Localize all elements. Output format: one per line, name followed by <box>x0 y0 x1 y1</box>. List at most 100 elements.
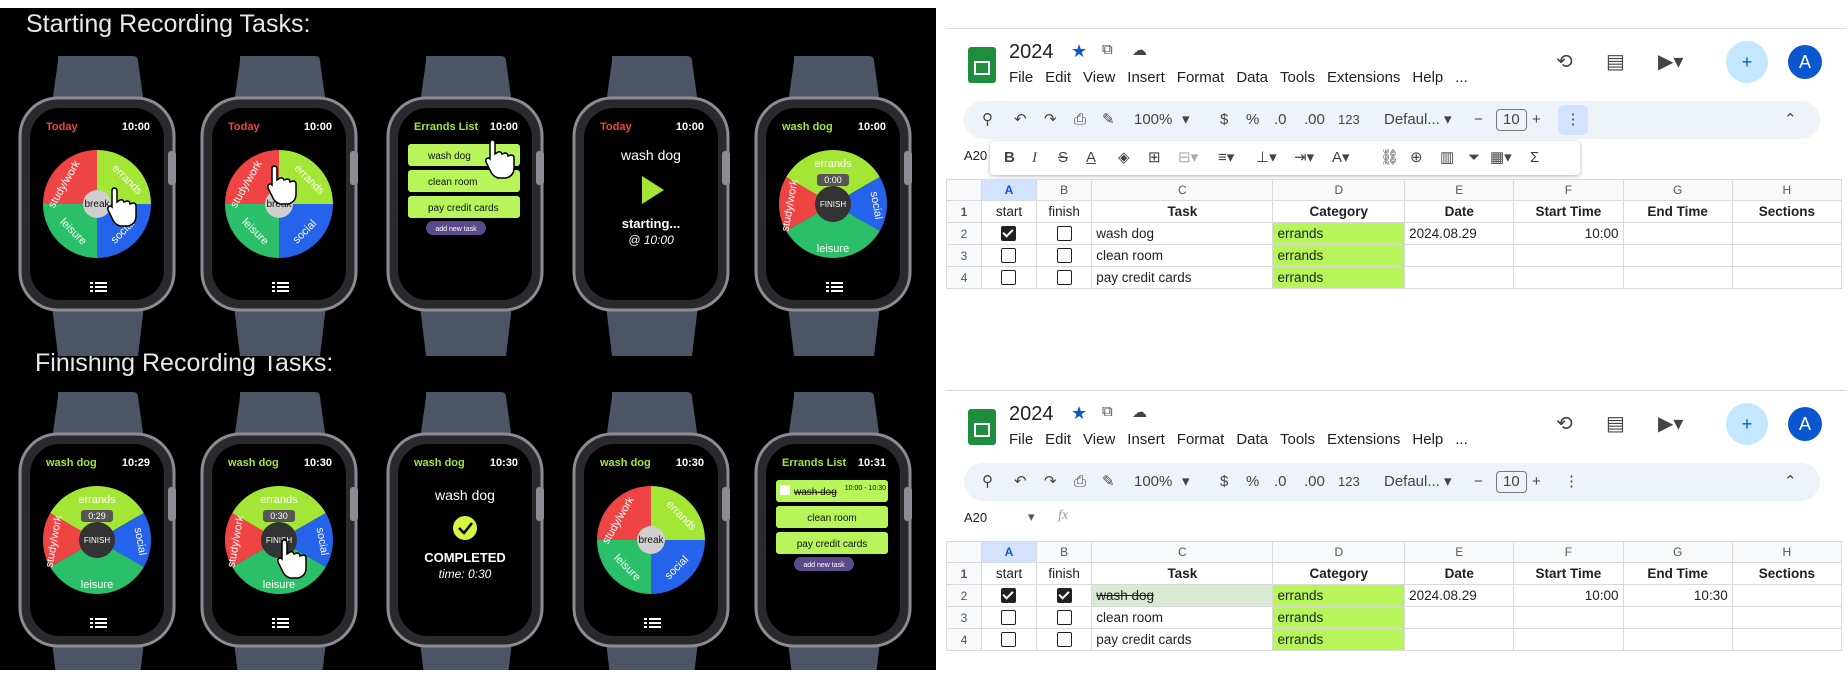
column-header-b[interactable]: B <box>1036 179 1093 201</box>
table-icon[interactable]: ▦▾ <box>1490 149 1512 166</box>
menu-item-extensions[interactable]: Extensions <box>1327 431 1401 448</box>
text-color-icon[interactable]: A <box>1086 149 1097 166</box>
column-header-c[interactable]: C <box>1091 541 1274 563</box>
font-select[interactable]: Defaul... <box>1384 473 1440 490</box>
comments-icon[interactable]: ▤ <box>1606 51 1625 73</box>
header-cell[interactable]: Sections <box>1731 562 1843 585</box>
strikethrough-icon[interactable]: S <box>1058 149 1069 166</box>
corner-cell[interactable] <box>946 179 982 201</box>
start-checkbox[interactable] <box>1001 248 1017 264</box>
category-slice[interactable] <box>786 204 880 258</box>
chevron-down-icon[interactable]: ▾ <box>1028 509 1035 524</box>
menu-item-extensions[interactable]: Extensions <box>1327 69 1401 86</box>
zoom-select[interactable]: 100% <box>1134 473 1173 490</box>
finish-button[interactable] <box>79 522 115 558</box>
redo-icon[interactable]: ↷ <box>1044 473 1057 490</box>
header-cell[interactable]: Start Time <box>1513 562 1624 585</box>
category-slice[interactable] <box>42 513 97 567</box>
end-time-cell[interactable] <box>1622 266 1733 289</box>
column-header-a[interactable]: A <box>980 541 1038 563</box>
sections-cell[interactable] <box>1731 222 1843 245</box>
column-header-g[interactable]: G <box>1622 541 1733 563</box>
decrease-decimal-button[interactable]: .0 <box>1274 473 1287 490</box>
task-cell[interactable]: pay credit cards <box>1091 628 1274 651</box>
menu-item-data[interactable]: Data <box>1236 431 1268 448</box>
list-icon[interactable] <box>90 282 107 292</box>
category-slice[interactable] <box>225 513 279 567</box>
link-icon[interactable]: ⛓ <box>1380 149 1400 166</box>
rotate-icon[interactable]: A▾ <box>1332 149 1350 166</box>
menu-item-edit[interactable]: Edit <box>1045 431 1072 448</box>
filter-icon[interactable]: ⏷ <box>1468 149 1481 166</box>
date-cell[interactable] <box>1404 244 1515 267</box>
share-button[interactable]: + <box>1726 41 1768 83</box>
break-button[interactable] <box>637 526 665 554</box>
header-cell[interactable]: Category <box>1272 200 1406 223</box>
list-icon[interactable] <box>272 282 289 292</box>
header-cell[interactable]: start <box>980 562 1038 585</box>
column-header-f[interactable]: F <box>1513 541 1624 563</box>
undo-icon[interactable]: ↶ <box>1014 111 1027 128</box>
category-slice[interactable] <box>279 204 333 258</box>
header-cell[interactable]: Date <box>1404 200 1515 223</box>
star-icon[interactable]: ★ <box>1071 41 1088 61</box>
errand-item[interactable] <box>776 506 888 528</box>
date-cell[interactable] <box>1404 628 1515 651</box>
task-cell[interactable]: wash dog <box>1091 584 1274 607</box>
fill-color-icon[interactable]: ◈ <box>1118 149 1130 166</box>
doc-title[interactable]: 2024 <box>1009 41 1054 63</box>
menu-item-help[interactable]: Help <box>1412 69 1444 86</box>
add-task-button[interactable] <box>794 557 854 571</box>
increase-decimal-button[interactable]: .00 <box>1304 111 1325 128</box>
zoom-select[interactable]: 100% <box>1134 111 1173 128</box>
header-cell[interactable]: Task <box>1091 200 1274 223</box>
font-size-input[interactable]: 10 <box>1496 471 1527 493</box>
end-time-cell[interactable] <box>1622 222 1733 245</box>
paint-format-icon[interactable]: ✎ <box>1102 473 1115 490</box>
column-header-e[interactable]: E <box>1404 541 1515 563</box>
row-header[interactable]: 4 <box>946 266 982 289</box>
menu-item-data[interactable]: Data <box>1236 69 1268 86</box>
collapse-icon[interactable]: ⌃ <box>1784 473 1797 490</box>
meet-icon[interactable]: ▶▾ <box>1658 51 1684 73</box>
end-time-cell[interactable] <box>1622 244 1733 267</box>
more-options-icon[interactable]: ⋮ <box>1564 473 1579 490</box>
doc-title[interactable]: 2024 <box>1009 403 1054 425</box>
column-header-h[interactable]: H <box>1731 541 1843 563</box>
play-icon[interactable] <box>642 176 664 204</box>
category-slice[interactable] <box>43 150 97 204</box>
header-cell[interactable]: Date <box>1404 562 1515 585</box>
print-icon[interactable]: ⎙ <box>1074 473 1087 490</box>
chevron-down-icon[interactable]: ▾ <box>1182 111 1190 128</box>
sections-cell[interactable] <box>1731 628 1843 651</box>
add-task-button[interactable] <box>426 221 486 235</box>
move-folder-icon[interactable]: ⧉ <box>1102 403 1113 420</box>
cloud-status-icon[interactable]: ☁ <box>1132 42 1147 59</box>
category-slice[interactable] <box>232 540 326 594</box>
date-cell[interactable]: 2024.08.29 <box>1404 222 1515 245</box>
category-slice[interactable] <box>50 540 144 594</box>
start-time-cell[interactable]: 10:00 <box>1513 584 1624 607</box>
category-slice[interactable] <box>279 513 333 567</box>
avatar[interactable]: A <box>1788 45 1822 79</box>
errand-item[interactable] <box>776 480 888 502</box>
sections-cell[interactable] <box>1731 266 1843 289</box>
category-slice[interactable] <box>225 204 279 258</box>
font-size-increase[interactable]: + <box>1532 473 1541 490</box>
comments-icon[interactable]: ▤ <box>1606 413 1625 435</box>
finish-button[interactable] <box>261 522 297 558</box>
menu-item-insert[interactable]: Insert <box>1127 431 1165 448</box>
list-icon[interactable] <box>272 618 289 628</box>
row-header[interactable]: 4 <box>946 628 982 651</box>
category-slice[interactable] <box>97 150 151 204</box>
bold-icon[interactable]: B <box>1004 149 1015 166</box>
errand-item[interactable] <box>776 532 888 554</box>
print-icon[interactable]: ⎙ <box>1074 111 1087 128</box>
break-button[interactable] <box>83 190 111 218</box>
task-cell[interactable]: clean room <box>1091 606 1274 629</box>
start-time-cell[interactable] <box>1513 606 1624 629</box>
column-header-a[interactable]: A <box>980 179 1038 201</box>
finish-checkbox[interactable] <box>1056 588 1072 604</box>
category-cell[interactable]: errands <box>1272 244 1406 267</box>
category-slice[interactable] <box>43 204 97 258</box>
